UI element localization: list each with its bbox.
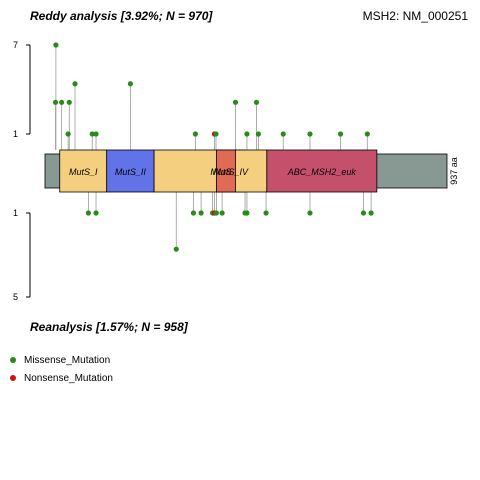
legend-label-nonsense: Nonsense_Mutation [24,372,113,384]
bottom-mutation-point [360,210,367,216]
legend-item-missense: Missense_Mutation [10,351,113,369]
domain-label: ABC_MSH2_euk [287,167,357,177]
bottom-mutation-point [198,210,204,216]
domain-muts-ii [106,149,155,193]
top-mutation-point [89,131,95,137]
top-mutation-point [72,81,78,87]
legend-swatch-nonsense [10,375,16,381]
domain-label: MutS_IV [213,167,249,177]
bottom-mutation-point [213,210,219,216]
bottom-mutation-point [190,210,197,216]
bottom-mutation-point [368,210,374,216]
domain-abc-msh2-euk [266,149,378,193]
legend-swatch-missense [10,357,16,363]
domain-label: MutS_I [69,167,98,177]
domain-label: MutS_II [115,167,147,177]
bottom-mutation-point [307,210,313,216]
top-mutation-point [59,99,65,105]
domain-label: MutS [210,167,231,177]
top-mutation-point [66,99,72,105]
top-mutation-point [93,131,99,137]
top-mutation-point [337,131,344,137]
top-mutation-point [244,131,250,137]
top-analysis-title: Reddy analysis [3.92%; N = 970] [30,9,213,23]
bottom-mutation-point [93,210,99,216]
protein-length-label: 937 aa [449,157,459,185]
top-mutation-point [253,99,260,105]
bottom-mutation-point [219,210,225,216]
legend: Missense_Mutation Nonsense_Mutation [10,351,113,387]
top-y-tick-label: 7 [13,40,18,50]
domain-muts-v [235,149,268,193]
legend-item-nonsense: Nonsense_Mutation [10,369,113,387]
top-mutation-point [65,131,71,137]
bottom-y-tick-label: 1 [13,208,18,218]
bottom-mutation-point [244,210,250,216]
bottom-analysis-title: Reanalysis [1.57%; N = 958] [30,320,188,334]
bottom-y-tick-label: 5 [13,292,18,302]
gene-label: MSH2: NM_000251 [362,9,468,23]
legend-label-missense: Missense_Mutation [24,354,111,366]
top-mutation-point [255,131,262,137]
bottom-mutation-point [263,210,269,216]
top-mutation-point [280,131,286,137]
bottom-mutation-point [173,246,179,252]
top-mutation-point [52,99,59,105]
top-y-tick-label: 1 [13,129,18,139]
top-mutation-point [192,131,198,137]
bottom-mutation-point [85,210,91,216]
top-mutation-point [127,81,134,87]
top-mutation-point [232,99,239,105]
top-mutation-point [53,42,59,48]
top-mutation-point [307,131,313,137]
top-mutation-point [213,131,219,137]
top-mutation-point [364,131,370,137]
